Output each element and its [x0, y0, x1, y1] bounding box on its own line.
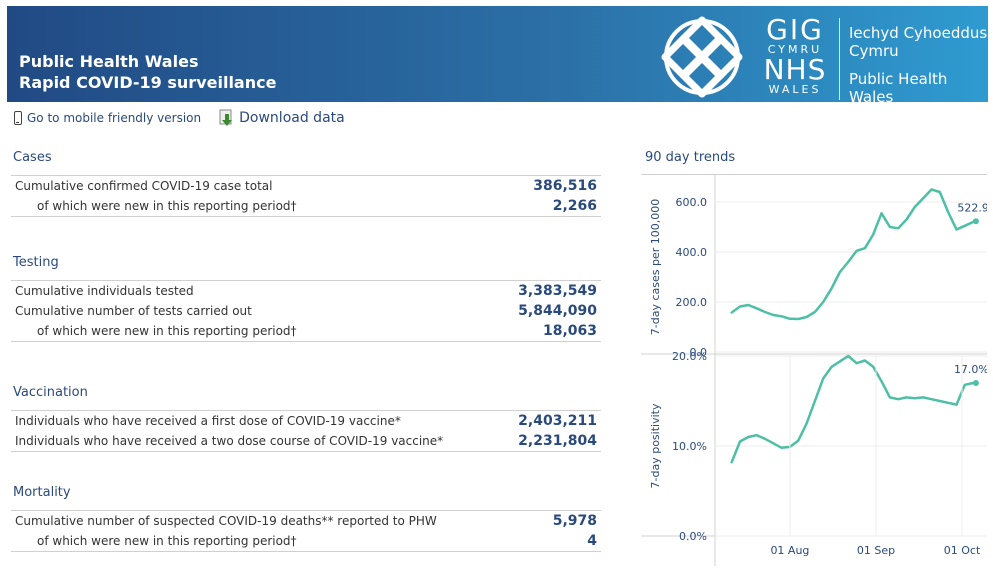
wales-text: WALES — [768, 83, 822, 96]
x-tick-label: 01 Oct — [944, 544, 981, 557]
logo-divider — [839, 18, 840, 100]
welsh-line-2: Cymru — [849, 42, 899, 60]
english-line-1: Public Health — [849, 70, 948, 88]
end-point — [972, 380, 979, 386]
end-value-label: 522.9 — [957, 201, 987, 214]
row-label: Cumulative individuals tested — [15, 284, 194, 298]
y-axis-label: 7-day cases per 100,000 — [649, 199, 662, 335]
row-value: 2,266 — [552, 198, 597, 214]
table-row: Individuals who have received a first do… — [11, 411, 601, 431]
y-axis-label: 7-day positivity — [649, 403, 662, 488]
table-row: Cumulative individuals tested 3,383,549 — [11, 281, 601, 301]
row-label: of which were new in this reporting peri… — [37, 199, 297, 213]
row-value: 5,844,090 — [518, 303, 597, 319]
row-value: 5,978 — [552, 513, 597, 529]
table-row: Cumulative number of suspected COVID-19 … — [11, 511, 601, 531]
row-label: Cumulative number of tests carried out — [15, 304, 252, 318]
download-link-label: Download data — [239, 110, 345, 126]
mobile-link-label: Go to mobile friendly version — [27, 111, 202, 125]
table-row: of which were new in this reporting peri… — [11, 531, 601, 551]
table-row: Individuals who have received a two dose… — [11, 431, 601, 451]
gig-nhs-wordmark: GIG CYMRU NHS WALES — [755, 16, 835, 100]
row-value: 386,516 — [533, 178, 597, 194]
mobile-version-link[interactable]: Go to mobile friendly version — [14, 111, 201, 125]
cases-table: Cumulative confirmed COVID-19 case total… — [11, 175, 601, 217]
download-icon — [219, 109, 233, 126]
row-label: of which were new in this reporting peri… — [37, 324, 297, 338]
table-row: of which were new in this reporting peri… — [11, 196, 601, 216]
x-tick-label: 01 Aug — [770, 544, 809, 557]
celtic-knot-logo-icon — [661, 16, 743, 98]
vaccination-table: Individuals who have received a first do… — [11, 410, 601, 452]
series-line — [730, 354, 978, 464]
toolbar: Go to mobile friendly version Download d… — [14, 108, 345, 128]
download-data-link[interactable]: Download data — [219, 109, 345, 127]
y-tick-label: 200.0 — [676, 296, 708, 309]
end-point — [972, 218, 979, 225]
english-org-name: Public Health Wales — [849, 70, 947, 106]
end-value-label: 17.0% — [954, 363, 987, 376]
table-row: Cumulative confirmed COVID-19 case total… — [11, 176, 601, 196]
row-value: 2,231,804 — [518, 433, 597, 449]
testing-table: Cumulative individuals tested 3,383,549 … — [11, 280, 601, 342]
y-tick-label: 600.0 — [676, 196, 708, 209]
vaccination-heading: Vaccination — [13, 385, 88, 400]
y-tick-label: 0.0 — [690, 346, 708, 359]
row-value: 4 — [587, 533, 597, 549]
row-label: Cumulative confirmed COVID-19 case total — [15, 179, 273, 193]
title-line-1: Public Health Wales — [19, 52, 199, 71]
nhs-text: NHS — [763, 53, 827, 86]
header-banner: Public Health Wales Rapid COVID-19 surve… — [7, 6, 988, 106]
table-row: Cumulative number of tests carried out 5… — [11, 301, 601, 321]
row-label: Individuals who have received a two dose… — [15, 434, 444, 448]
mortality-heading: Mortality — [13, 485, 71, 500]
cases-heading: Cases — [13, 150, 52, 165]
welsh-org-name: Iechyd Cyhoeddus Cymru — [849, 24, 987, 60]
testing-heading: Testing — [13, 255, 59, 270]
row-label: Individuals who have received a first do… — [15, 414, 401, 428]
gig-text: GIG — [766, 13, 824, 46]
english-line-2: Wales — [849, 88, 894, 106]
cymru-text: CYMRU — [767, 43, 823, 56]
row-value: 3,383,549 — [518, 283, 597, 299]
row-label: of which were new in this reporting peri… — [37, 534, 297, 548]
title-line-2: Rapid COVID-19 surveillance — [19, 73, 277, 92]
y-tick-label: 0.0% — [679, 530, 707, 543]
page-title: Public Health Wales Rapid COVID-19 surve… — [19, 51, 276, 93]
row-value: 18,063 — [542, 323, 597, 339]
welsh-line-1: Iechyd Cyhoeddus — [849, 24, 988, 42]
x-tick-label: 01 Sep — [857, 544, 895, 557]
y-tick-label: 20.0% — [672, 350, 707, 363]
mortality-table: Cumulative number of suspected COVID-19 … — [11, 510, 601, 552]
phone-icon — [14, 111, 22, 125]
table-row: of which were new in this reporting peri… — [11, 321, 601, 341]
trends-heading: 90 day trends — [645, 150, 736, 165]
row-label: Cumulative number of suspected COVID-19 … — [15, 514, 437, 528]
y-tick-label: 400.0 — [676, 246, 708, 259]
series-line — [730, 188, 978, 321]
y-tick-label: 10.0% — [672, 440, 707, 453]
row-value: 2,403,211 — [518, 413, 597, 429]
trend-charts: 0.0 200.0 400.0 600.0 7-day cases per 100,00… — [641, 174, 987, 566]
